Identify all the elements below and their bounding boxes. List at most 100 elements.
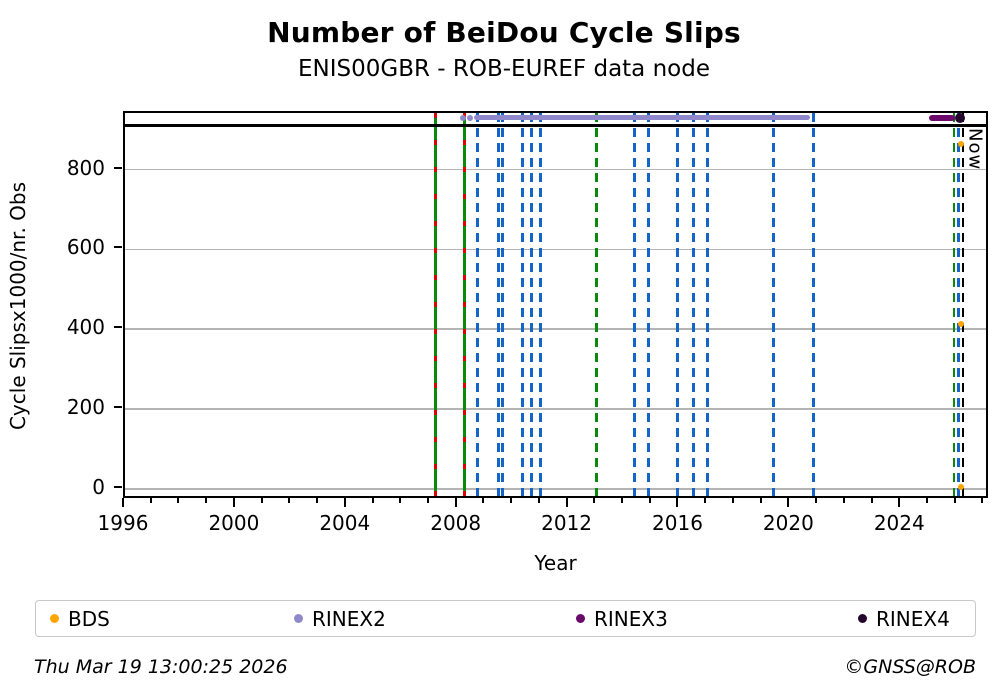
legend-item-rinex2: RINEX2 [294, 601, 386, 636]
x-tick-label-2020: 2020 [762, 511, 814, 535]
x-tick-2004 [343, 498, 346, 507]
blue-event-line-2009.47 [496, 113, 500, 496]
x-minor-tick-2022 [842, 498, 845, 503]
blue-event-line-2015.93 [676, 113, 680, 496]
green-event-line-2013 [595, 113, 598, 496]
x-tick-label-2012: 2012 [541, 511, 593, 535]
legend-marker-bds-icon [50, 614, 59, 623]
legend-label-rinex3: RINEX3 [594, 606, 668, 631]
y-tick-0 [114, 485, 122, 488]
x-minor-tick-2009 [482, 498, 485, 503]
legend-marker-rinex3-icon [576, 614, 585, 623]
y-tick-label-0: 0 [92, 474, 105, 499]
blue-event-line-2014.9 [647, 113, 651, 496]
y-tick-label-200: 200 [66, 395, 105, 420]
x-minor-tick-2014 [621, 498, 624, 503]
series-marker-rinex2 [460, 114, 467, 121]
now-line [961, 113, 964, 496]
legend-item-rinex4: RINEX4 [858, 601, 950, 636]
x-minor-tick-2013 [593, 498, 596, 503]
x-minor-tick-2007 [426, 498, 429, 503]
y-tick-400 [114, 326, 122, 329]
x-minor-tick-2019 [759, 498, 762, 503]
green-event-line-2025.9 [952, 113, 956, 496]
x-tick-label-2024: 2024 [873, 511, 925, 535]
x-minor-tick-2017 [704, 498, 707, 503]
x-tick-label-2004: 2004 [319, 511, 371, 535]
series-marker-rinex2 [467, 114, 474, 121]
blue-event-line-2008.72 [476, 113, 480, 496]
series-point-bds [957, 483, 964, 490]
chart-title: Number of BeiDou Cycle Slips [267, 16, 741, 49]
blue-event-line-2017.02 [706, 113, 710, 496]
legend-label-bds: BDS [68, 606, 110, 631]
gridline-y200 [125, 408, 986, 410]
x-tick-2016 [676, 498, 679, 507]
gridline-y800 [125, 168, 986, 171]
series-line-rinex2 [474, 115, 810, 121]
antenna-change-line-2007.2 [434, 113, 437, 496]
credit-text: ©GNSS@ROB [844, 656, 976, 678]
plot-area [123, 111, 988, 498]
blue-event-line-2019.4 [772, 113, 776, 496]
x-minor-tick-2001 [260, 498, 263, 503]
gridline-y0 [125, 488, 986, 490]
x-tick-2012 [565, 498, 568, 507]
blue-event-line-2009.6 [500, 113, 504, 496]
series-point-rinex4 [955, 112, 966, 123]
x-tick-1996 [122, 498, 124, 507]
legend: BDS RINEX2 RINEX3 RINEX4 [35, 600, 976, 637]
y-tick-200 [114, 406, 122, 409]
x-minor-tick-2003 [316, 498, 319, 503]
x-minor-tick-2026 [953, 498, 956, 503]
x-tick-label-2000: 2000 [208, 511, 260, 535]
blue-event-line-2014.38 [633, 113, 637, 496]
x-minor-tick-1999 [205, 498, 208, 503]
x-minor-tick-2018 [731, 498, 734, 503]
x-minor-tick-2021 [815, 498, 818, 503]
x-minor-tick-2023 [870, 498, 873, 503]
x-minor-tick-2005 [371, 498, 374, 503]
threshold-line [125, 124, 986, 128]
x-axis-label: Year [534, 551, 577, 575]
blue-event-line-2016.52 [692, 113, 696, 496]
x-tick-2008 [454, 498, 457, 507]
timestamp-text: Thu Mar 19 13:00:25 2026 [34, 656, 288, 678]
legend-item-rinex3: RINEX3 [576, 601, 668, 636]
x-minor-tick-1998 [177, 498, 180, 503]
antenna-change-line-2008.25 [463, 113, 466, 496]
chart-subtitle: ENIS00GBR - ROB-EUREF data node [298, 56, 710, 82]
blue-event-line-2010.98 [538, 113, 542, 496]
series-point-bds [957, 321, 964, 328]
x-tick-label-2016: 2016 [652, 511, 703, 535]
blue-event-line-2010.32 [520, 113, 524, 496]
legend-item-bds: BDS [50, 601, 110, 636]
x-minor-tick-2015 [648, 498, 651, 503]
blue-event-line-2026.08 [957, 113, 961, 496]
y-tick-label-800: 800 [66, 155, 105, 180]
x-minor-tick-2010 [510, 498, 513, 503]
legend-marker-rinex4-icon [858, 614, 867, 623]
blue-event-line-2010.68 [530, 113, 534, 496]
series-point-bds [957, 140, 964, 147]
x-tick-2020 [787, 498, 790, 507]
x-tick-label-1996: 1996 [97, 511, 149, 535]
x-minor-tick-2006 [399, 498, 402, 503]
x-minor-tick-1997 [149, 498, 152, 503]
x-tick-2024 [898, 498, 901, 507]
y-tick-600 [114, 246, 122, 249]
x-minor-tick-2027 [981, 498, 984, 503]
gridline-y600 [125, 248, 986, 251]
y-tick-label-600: 600 [66, 235, 105, 260]
blue-event-line-2020.83 [811, 113, 815, 496]
y-tick-800 [114, 166, 122, 169]
x-tick-label-2008: 2008 [430, 511, 482, 535]
x-minor-tick-2002 [288, 498, 291, 503]
legend-label-rinex4: RINEX4 [876, 606, 950, 631]
now-label: Now [964, 128, 986, 171]
series-line-rinex3 [929, 114, 956, 121]
y-tick-label-400: 400 [66, 315, 105, 340]
gridline-y400 [125, 328, 986, 331]
y-axis-label: Cycle Slipsx1000/nr. Obs [6, 181, 30, 431]
